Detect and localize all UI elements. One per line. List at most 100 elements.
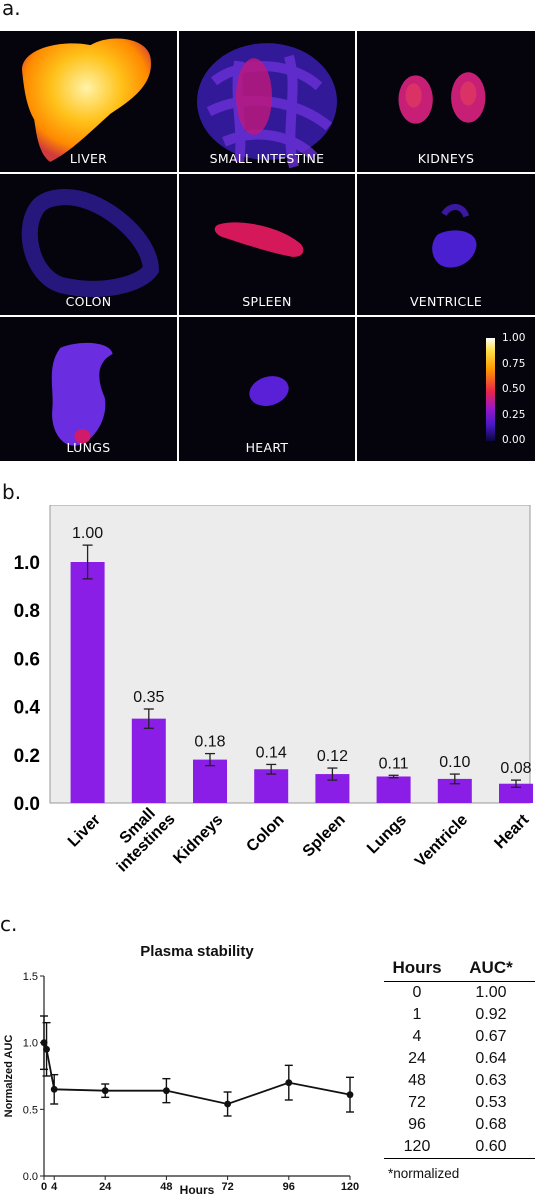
x-tick-label: 0 <box>41 1181 47 1193</box>
x-tick-label: Ventricle <box>412 811 471 870</box>
organ-image-tile: SPLEEN <box>179 174 355 315</box>
organ-fluorescence-image <box>398 72 486 124</box>
table-row: 0 1.00 <box>384 982 535 1004</box>
table-row: 120 0.60 <box>384 1136 535 1158</box>
organ-label: COLON <box>65 294 112 309</box>
y-tick-label: 0.2 <box>14 746 40 767</box>
bar <box>193 759 227 803</box>
auc-table: Hours AUC* 0 1.00 1 0.92 4 0.67 24 0.64 48 0.63 72… <box>384 955 535 1183</box>
data-label: 0.14 <box>256 744 287 761</box>
data-label: 1.00 <box>72 525 103 542</box>
x-tick-label: 96 <box>283 1181 295 1193</box>
data-point <box>285 1079 293 1087</box>
colorbar-tick-label: 0.25 <box>502 408 526 421</box>
organ-label: LIVER <box>69 151 108 166</box>
organ-label: VENTRICLE <box>409 294 483 309</box>
hours-cell: 0 <box>412 984 422 1001</box>
organ-image-tile: LIVER <box>0 31 177 172</box>
data-label: 0.12 <box>317 748 348 765</box>
bar <box>499 783 533 803</box>
bar <box>70 562 105 803</box>
organ-fluorescence-image <box>249 376 289 406</box>
y-tick-label: 1.0 <box>23 1038 38 1050</box>
x-tick-label: 72 <box>221 1181 233 1193</box>
x-tick-label: 24 <box>99 1181 112 1193</box>
organ-fluorescence-image <box>22 38 151 162</box>
data-point <box>101 1087 109 1095</box>
hours-cell: 1 <box>412 1006 422 1023</box>
data-point <box>43 1045 50 1053</box>
data-point <box>163 1087 170 1095</box>
data-point <box>224 1100 232 1108</box>
x-tick-label: 48 <box>160 1181 172 1193</box>
x-tick-label: Colon <box>243 811 287 855</box>
x-tick-label-group: Spleen <box>300 811 349 860</box>
table-header: Hours AUC* <box>384 955 535 982</box>
colorbar-tile: 1.00 0.75 0.50 0.25 0.00 <box>357 317 535 461</box>
data-label: 0.18 <box>194 734 225 751</box>
plot-area <box>49 505 531 804</box>
intensity-colorbar <box>486 338 495 441</box>
organ-label: LUNGS <box>66 440 111 455</box>
organ-fluorescence-image <box>21 189 159 297</box>
x-tick-label: Spleen <box>300 811 349 860</box>
y-tick-label: 0.4 <box>14 698 41 719</box>
header-auc: AUC* <box>469 958 513 977</box>
data-point <box>40 1039 48 1047</box>
y-axis-label: Normalzed AUC <box>3 1035 15 1118</box>
table-row: 96 0.68 <box>384 1114 535 1136</box>
colorbar-tick-label: 1.00 <box>502 332 526 344</box>
table-footnote: *normalized <box>384 1158 535 1183</box>
organ-image-tile: SMALL INTESTINE <box>179 31 355 172</box>
auc-cell: 1.00 <box>475 984 507 1001</box>
panel-label-c: c. <box>0 912 18 936</box>
y-tick-label: 1.0 <box>14 553 40 574</box>
auc-cell: 0.53 <box>475 1094 507 1111</box>
panel-label-b: b. <box>2 480 22 504</box>
chart-title: Plasma stability <box>140 943 254 960</box>
x-tick-label-group: Colon <box>243 811 287 855</box>
panel-label-a: a. <box>2 0 21 20</box>
organ-fluorescence-image <box>214 222 304 257</box>
hours-cell: 72 <box>408 1094 426 1111</box>
x-tick-label: 4 <box>51 1181 58 1193</box>
auc-cell: 0.63 <box>475 1072 507 1089</box>
footnote-text: *normalized <box>388 1165 460 1181</box>
organ-fluorescence-image <box>51 342 113 446</box>
hours-cell: 96 <box>408 1116 426 1133</box>
y-tick-label: 0.0 <box>14 794 40 815</box>
organ-label: HEART <box>245 440 289 455</box>
plasma-stability-chart: Plasma stability 0.0 0.5 1.0 1.5 0 4 24 48 72 96 12… <box>3 943 359 1197</box>
colorbar-tick-label: 0.00 <box>502 434 526 446</box>
auc-cell: 0.64 <box>475 1050 507 1067</box>
x-tick-label: Heart <box>491 811 532 852</box>
x-tick-label-group: Kidneys <box>170 811 226 867</box>
auc-cell: 0.92 <box>475 1006 507 1023</box>
y-tick-label: 0.8 <box>14 601 40 622</box>
data-point <box>50 1085 58 1093</box>
table-row: 48 0.63 <box>384 1070 535 1092</box>
organ-fluorescence-image <box>432 203 477 268</box>
y-tick-label: 0.6 <box>14 649 40 670</box>
organ-label: KIDNEYS <box>417 151 475 166</box>
y-tick-label: 0.5 <box>23 1104 38 1116</box>
x-tick-label-group: Heart <box>491 811 532 852</box>
table-row: 72 0.53 <box>384 1092 535 1114</box>
table-body: 0 1.00 1 0.92 4 0.67 24 0.64 48 0.63 72 0.53 96 0.68 1… <box>384 982 535 1158</box>
data-label: 0.11 <box>379 755 409 772</box>
data-label: 0.35 <box>133 689 164 706</box>
organ-image-tile: VENTRICLE <box>357 174 535 315</box>
organ-label: SPLEEN <box>242 294 292 309</box>
fluorescence-image-grid: LIVER SMALL INTESTINE KIDNEYS COLON SPLEEN VE… <box>0 31 535 461</box>
bar <box>254 769 289 803</box>
auc-cell: 0.68 <box>475 1116 507 1133</box>
hours-cell: 120 <box>403 1138 431 1155</box>
colorbar-tick-label: 0.75 <box>502 357 526 370</box>
x-axis-label: Hours <box>180 1183 215 1197</box>
header-hours: Hours <box>392 958 442 977</box>
x-tick-label: 120 <box>341 1181 359 1193</box>
y-tick-label: 0.0 <box>23 1171 38 1183</box>
hours-cell: 4 <box>412 1028 422 1045</box>
organ-image-tile: LUNGS <box>0 317 177 461</box>
organ-image-tile: KIDNEYS <box>357 31 535 172</box>
